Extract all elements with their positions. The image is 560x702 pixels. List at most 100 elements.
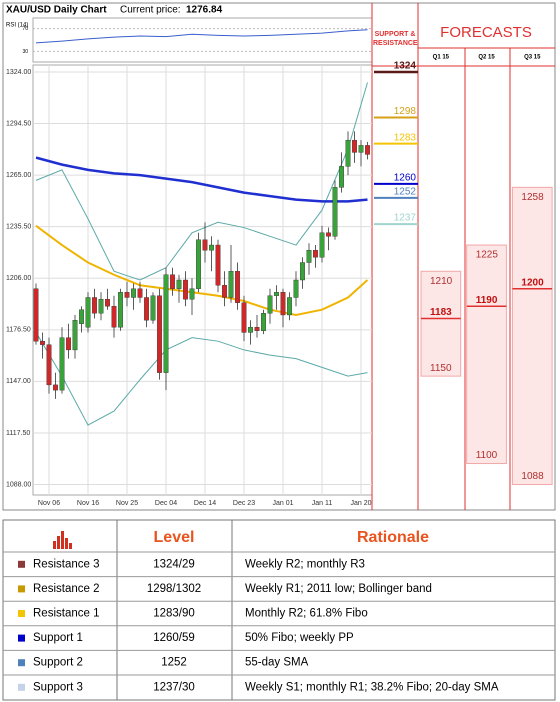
candle-body xyxy=(345,139,351,167)
chart-frame xyxy=(2,2,556,511)
candle-body xyxy=(293,279,299,298)
candle-body xyxy=(46,344,52,386)
chart-title: XAU/USD Daily Chart xyxy=(6,5,107,16)
row-rationale: Monthly R2; 61.8% Fibo xyxy=(245,608,368,620)
sr-level-label: 1283 xyxy=(394,132,417,143)
table-icon xyxy=(53,531,72,549)
candle-body xyxy=(326,232,331,237)
price-label: Current price: xyxy=(120,5,181,16)
forecasts-title: FORECASTS xyxy=(440,24,532,41)
candle-body xyxy=(332,187,338,237)
candle-body xyxy=(92,297,97,314)
candle-body xyxy=(79,309,84,324)
candle-body xyxy=(137,288,143,298)
x-tick-label: Dec 04 xyxy=(155,500,177,507)
forecast-mid: 1190 xyxy=(476,295,498,306)
candle-body xyxy=(228,271,234,298)
current-price: 1276.84 xyxy=(186,5,223,16)
forecast-low: 1100 xyxy=(476,450,498,461)
candle-body xyxy=(287,297,292,316)
forecast-column-label: Q2 15 xyxy=(478,55,495,61)
candle-body xyxy=(215,244,221,286)
candle-body xyxy=(157,295,162,373)
row-label: Resistance 1 xyxy=(33,608,99,620)
rsi-panel xyxy=(32,17,373,63)
legend-swatch xyxy=(18,683,25,691)
legend-swatch xyxy=(18,634,25,642)
candle-body xyxy=(241,302,247,333)
row-level: 1283/90 xyxy=(153,608,195,620)
forecast-column-label: Q1 15 xyxy=(433,55,450,61)
legend-swatch xyxy=(18,659,25,667)
forecast-high: 1225 xyxy=(476,250,499,261)
sr-level-label: 1324 xyxy=(394,61,417,72)
sr-title: SUPPORT & RESISTANCE xyxy=(373,31,418,47)
row-label: Support 2 xyxy=(33,657,83,669)
row-rationale: 50% Fibo; weekly PP xyxy=(245,632,354,644)
sr-level-label: 1260 xyxy=(394,173,417,184)
row-rationale: Weekly R2; monthly R3 xyxy=(245,558,365,570)
y-tick-label: 1117.50 xyxy=(6,430,30,437)
candle-body xyxy=(319,232,325,258)
candle-body xyxy=(53,384,58,391)
legend-swatch xyxy=(18,560,25,568)
indicator-line xyxy=(35,225,369,316)
y-tick-label: 1265.00 xyxy=(6,172,31,179)
forecast-high: 1210 xyxy=(430,276,453,287)
forecast-low: 1150 xyxy=(430,363,452,374)
x-tick-label: Nov 25 xyxy=(116,500,138,507)
candle-body xyxy=(300,262,305,281)
x-tick-label: Dec 14 xyxy=(194,500,216,507)
candle-body xyxy=(176,279,182,289)
legend-swatch xyxy=(18,585,25,593)
x-tick-label: Dec 23 xyxy=(233,500,255,507)
row-level: 1260/59 xyxy=(153,632,195,644)
candle-body xyxy=(352,139,357,153)
rsi-tick-label: 30 xyxy=(22,49,28,55)
row-level: 1252 xyxy=(161,657,187,669)
candle-body xyxy=(85,297,91,328)
sr-level-label: 1252 xyxy=(394,186,417,197)
indicator-line xyxy=(35,332,368,426)
candle-body xyxy=(144,297,149,321)
y-tick-label: 1206.00 xyxy=(6,275,31,282)
candle-body xyxy=(98,299,104,314)
candle-body xyxy=(339,166,344,188)
table-header: Level xyxy=(154,529,195,546)
candle-body xyxy=(59,337,65,391)
candle-body xyxy=(267,295,273,314)
x-tick-label: Jan 11 xyxy=(312,500,333,507)
candle-body xyxy=(105,299,110,307)
candle-body xyxy=(163,274,169,373)
sr-level-label: 1298 xyxy=(394,106,417,117)
candle-body xyxy=(202,239,208,251)
y-tick-label: 1176.50 xyxy=(6,327,31,334)
candle-body xyxy=(274,292,279,296)
table-frame xyxy=(2,519,556,701)
sr-level-label: 1237 xyxy=(394,213,417,224)
candle-body xyxy=(150,295,156,321)
x-tick-label: Jan 20 xyxy=(350,500,371,507)
candle-body xyxy=(111,306,117,328)
row-rationale: 55-day SMA xyxy=(245,657,309,669)
forecast-high: 1258 xyxy=(521,192,544,203)
row-label: Support 1 xyxy=(33,632,83,644)
candle-body xyxy=(196,239,201,289)
candle-body xyxy=(358,145,364,153)
forecast-range xyxy=(466,244,507,465)
forecast-range xyxy=(420,270,462,377)
candle-body xyxy=(131,288,136,298)
forecast-low: 1088 xyxy=(521,471,544,482)
legend-swatch xyxy=(18,610,25,617)
row-level: 1298/1302 xyxy=(147,583,201,595)
rsi-label: RSI (14) xyxy=(6,23,28,29)
forecast-column-label: Q3 15 xyxy=(524,55,541,61)
candle-body xyxy=(280,292,286,316)
candle-body xyxy=(365,145,370,155)
candle-body xyxy=(189,288,195,300)
x-tick-label: Nov 16 xyxy=(77,500,99,507)
forecast-range xyxy=(511,186,553,486)
rsi-line xyxy=(35,29,368,44)
candle-body xyxy=(222,285,227,298)
